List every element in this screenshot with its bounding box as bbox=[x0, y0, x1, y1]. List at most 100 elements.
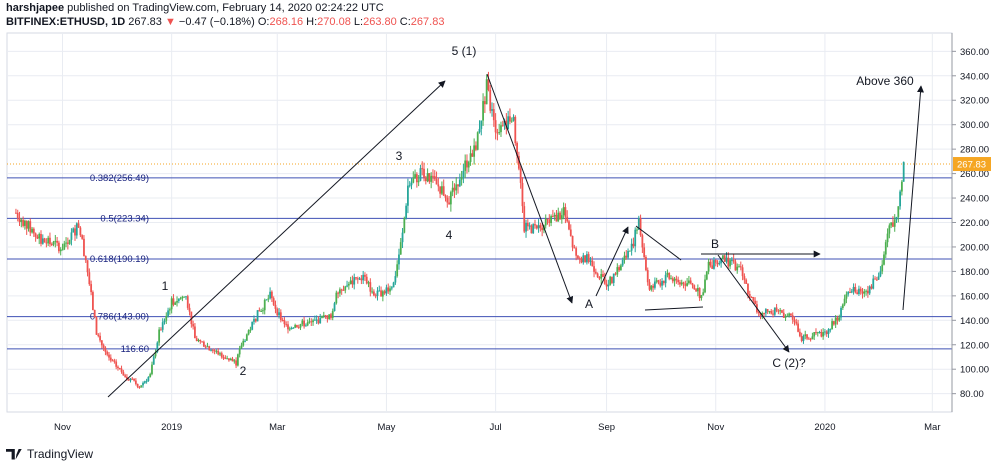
candle-body bbox=[657, 280, 660, 283]
candle-body bbox=[469, 153, 472, 162]
candle-body bbox=[29, 221, 32, 233]
author-name[interactable]: harshjapee bbox=[6, 2, 65, 14]
last-price-badge bbox=[953, 157, 991, 172]
candle-body bbox=[294, 325, 297, 328]
symbol-label: BITFINEX:ETHUSD, 1D bbox=[6, 16, 126, 28]
candle-body bbox=[333, 303, 336, 311]
candle-body bbox=[525, 222, 527, 232]
candle-body bbox=[120, 368, 123, 372]
candle-body bbox=[349, 280, 352, 284]
candle-body bbox=[219, 353, 221, 355]
tradingview-brand[interactable]: TradingView bbox=[6, 447, 93, 461]
candle-body bbox=[303, 320, 306, 327]
candle-body bbox=[519, 168, 522, 183]
candle-body bbox=[297, 327, 300, 329]
candle-body bbox=[559, 212, 561, 220]
candle-body bbox=[79, 227, 82, 236]
candle-body bbox=[45, 242, 48, 244]
candle-body bbox=[160, 329, 162, 331]
candle-body bbox=[433, 176, 436, 180]
candle-body bbox=[858, 288, 860, 294]
x-tick-label: 2020 bbox=[814, 422, 835, 433]
candle-body bbox=[779, 310, 782, 312]
candle-body bbox=[679, 282, 681, 285]
close-value: 267.83 bbox=[410, 16, 445, 28]
candle-body bbox=[439, 186, 442, 194]
candle-body bbox=[883, 254, 885, 265]
candle-body bbox=[301, 320, 304, 325]
candle-body bbox=[127, 379, 130, 381]
candle-body bbox=[664, 274, 667, 284]
candle-body bbox=[652, 285, 655, 288]
candle-body bbox=[58, 242, 60, 252]
candle-body bbox=[834, 317, 837, 325]
candle-body bbox=[872, 278, 875, 289]
candle-body bbox=[645, 257, 647, 271]
candle-body bbox=[249, 329, 252, 331]
candle-body bbox=[548, 219, 551, 224]
candle-body bbox=[682, 282, 685, 284]
candle-body bbox=[151, 364, 153, 375]
candle-body bbox=[328, 314, 331, 320]
candle-body bbox=[410, 182, 413, 186]
wave-b-line-1 bbox=[635, 225, 682, 261]
candle-body bbox=[811, 336, 814, 340]
candle-body bbox=[172, 298, 175, 305]
candle-body bbox=[577, 255, 579, 259]
candle-body bbox=[206, 346, 209, 348]
candle-body bbox=[190, 311, 193, 325]
candle-body bbox=[754, 300, 757, 305]
candle-body bbox=[364, 274, 366, 277]
candle-body bbox=[362, 274, 365, 281]
candle-body bbox=[491, 109, 493, 111]
candle-body bbox=[131, 378, 134, 380]
candle-body bbox=[512, 116, 515, 121]
candle-body bbox=[637, 217, 640, 230]
candle-body bbox=[344, 286, 347, 291]
candle-body bbox=[496, 132, 499, 134]
price-chart[interactable]: 0.382(256.49) 0.5(223.34) 0.618(190.19) 0.7… bbox=[0, 0, 1000, 447]
candle-body bbox=[23, 220, 26, 226]
candle-body bbox=[639, 217, 642, 236]
candle-body bbox=[20, 219, 23, 222]
fib-level-label: 0.382(256.49) bbox=[90, 173, 149, 184]
candle-body bbox=[786, 315, 789, 317]
candle-body bbox=[761, 312, 764, 316]
candle-body bbox=[228, 358, 230, 361]
candle-body bbox=[424, 177, 427, 182]
candle-body bbox=[722, 255, 724, 260]
candle-body bbox=[124, 375, 127, 377]
candle-body bbox=[863, 291, 866, 294]
candle-body bbox=[809, 338, 812, 340]
candle-body bbox=[415, 174, 418, 183]
change-text: −0.47 (−0.18%) bbox=[178, 16, 255, 28]
candle-body bbox=[197, 339, 200, 342]
candle-body bbox=[403, 218, 406, 233]
candle-body bbox=[593, 266, 595, 272]
candle-body bbox=[578, 258, 581, 260]
candle-body bbox=[696, 287, 699, 292]
candle-body bbox=[389, 288, 391, 292]
candle-body bbox=[95, 317, 98, 335]
candle-body bbox=[655, 280, 658, 282]
x-tick-label: 2019 bbox=[161, 422, 182, 433]
candle-body bbox=[661, 280, 663, 286]
candle-body bbox=[133, 378, 135, 381]
candle-body bbox=[603, 276, 606, 284]
candle-body bbox=[845, 294, 848, 299]
y-tick-label: 280.00 bbox=[960, 145, 989, 156]
candle-body bbox=[245, 334, 248, 341]
candle-body bbox=[641, 235, 644, 248]
candle-body bbox=[15, 212, 17, 214]
candle-body bbox=[643, 247, 646, 258]
candle-body bbox=[308, 321, 311, 323]
candle-body bbox=[385, 287, 388, 294]
candle-body bbox=[487, 79, 490, 90]
candle-body bbox=[142, 382, 144, 386]
y-tick-label: 80.00 bbox=[960, 389, 984, 400]
candle-body bbox=[165, 315, 168, 321]
candle-body bbox=[725, 257, 728, 262]
candle-body bbox=[530, 225, 533, 234]
brand-name: TradingView bbox=[27, 447, 94, 461]
candle-body bbox=[544, 218, 547, 226]
